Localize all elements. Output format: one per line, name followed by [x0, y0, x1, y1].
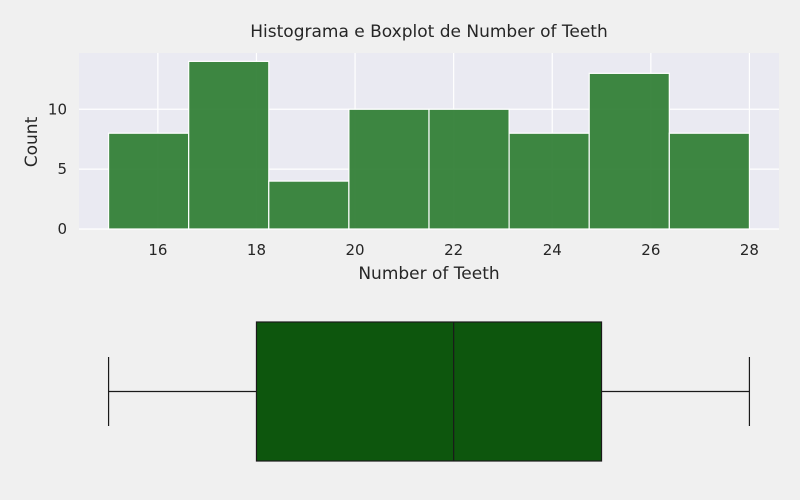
boxplot-box: [255, 321, 603, 462]
chart-title: Histograma e Boxplot de Number of Teeth: [250, 22, 607, 42]
histogram-bar: [588, 72, 670, 230]
histogram-bar: [428, 108, 510, 230]
x-tick-label: 16: [148, 241, 167, 259]
x-axis-label: Number of Teeth: [358, 264, 499, 284]
histogram-bar: [508, 132, 590, 230]
boxplot: [107, 321, 751, 462]
x-tick-label: 24: [543, 241, 562, 259]
y-tick-label: 10: [48, 100, 67, 118]
histogram-bar: [668, 132, 751, 230]
y-tick-label: 0: [57, 220, 67, 238]
histogram-x-ticks: 16 18 20 22 24 26 28: [148, 241, 759, 259]
x-tick-label: 22: [444, 241, 463, 259]
x-tick-label: 18: [247, 241, 266, 259]
y-tick-label: 5: [57, 160, 67, 178]
histogram-bar: [188, 60, 270, 230]
histogram-y-ticks: 0 5 10: [48, 100, 67, 238]
x-tick-label: 20: [346, 241, 365, 259]
histogram-bar: [348, 108, 430, 230]
x-tick-label: 26: [641, 241, 660, 259]
histogram-bars: [107, 60, 751, 230]
histogram-bar: [268, 180, 350, 230]
y-axis-label: Count: [22, 116, 42, 167]
histogram-bar: [107, 132, 190, 230]
x-tick-label: 28: [740, 241, 759, 259]
